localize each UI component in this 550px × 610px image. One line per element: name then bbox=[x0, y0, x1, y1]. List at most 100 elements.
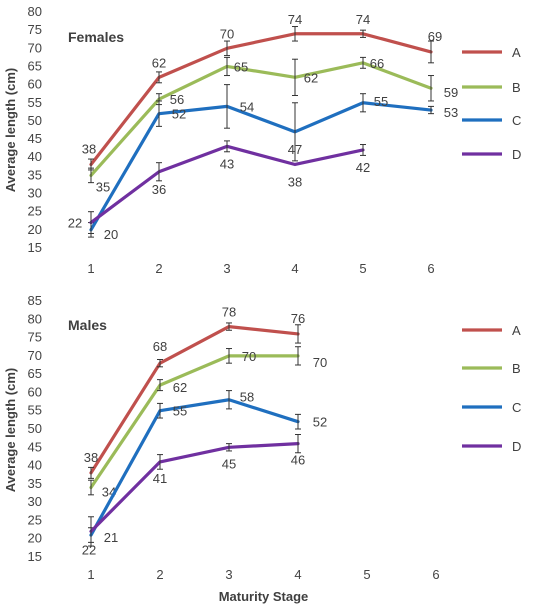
legend-item-c: C bbox=[462, 400, 521, 415]
data-label: 70 bbox=[313, 355, 327, 370]
data-label: 68 bbox=[153, 339, 167, 354]
y-tick-label: 85 bbox=[28, 293, 42, 308]
y-tick-label: 65 bbox=[28, 58, 42, 73]
error-bar bbox=[88, 466, 94, 479]
y-tick-label: 60 bbox=[28, 77, 42, 92]
x-tick-label: 3 bbox=[223, 261, 230, 276]
y-tick-label: 30 bbox=[28, 494, 42, 509]
error-bar bbox=[428, 40, 434, 64]
data-label: 41 bbox=[153, 471, 167, 486]
data-label: 21 bbox=[104, 530, 118, 545]
legend-item-a: A bbox=[462, 45, 521, 60]
error-bar bbox=[226, 390, 232, 410]
panel-title: Males bbox=[68, 317, 107, 333]
error-bar bbox=[226, 322, 232, 331]
error-bar bbox=[292, 58, 298, 97]
y-tick-label: 65 bbox=[28, 366, 42, 381]
legend-label: B bbox=[512, 80, 521, 95]
series-d: 22 36 43 38 42 bbox=[68, 140, 370, 234]
data-label: 74 bbox=[356, 12, 370, 27]
y-tick-label: 55 bbox=[28, 403, 42, 418]
data-label: 52 bbox=[172, 107, 186, 122]
legend-label: B bbox=[512, 361, 521, 376]
data-label: 58 bbox=[240, 390, 254, 405]
error-bar bbox=[156, 71, 162, 84]
data-label: 76 bbox=[291, 311, 305, 326]
legend-item-b: B bbox=[462, 80, 521, 95]
error-bar bbox=[88, 516, 94, 547]
series-line bbox=[89, 61, 433, 177]
error-bar bbox=[295, 433, 301, 454]
series-line bbox=[89, 101, 433, 232]
data-label: 74 bbox=[288, 12, 302, 27]
y-tick-label: 80 bbox=[28, 311, 42, 326]
data-label: 47 bbox=[288, 142, 302, 157]
y-tick-label: 15 bbox=[28, 240, 42, 255]
error-bar bbox=[157, 359, 163, 368]
data-label: 35 bbox=[96, 179, 110, 194]
y-tick-label: 25 bbox=[28, 204, 42, 219]
error-bar bbox=[292, 26, 298, 42]
data-label: 55 bbox=[173, 404, 187, 419]
y-tick-label: 55 bbox=[28, 95, 42, 110]
y-tick-label: 50 bbox=[28, 421, 42, 436]
data-label: 22 bbox=[68, 216, 82, 231]
y-tick-label: 25 bbox=[28, 512, 42, 527]
error-bar bbox=[156, 100, 162, 127]
y-axis-title: Average length (cm) bbox=[3, 68, 18, 193]
series-c: 20 52 54 47 55 53 bbox=[88, 84, 458, 242]
data-label: 70 bbox=[220, 26, 234, 41]
data-label: 43 bbox=[220, 156, 234, 171]
error-bar bbox=[295, 324, 301, 344]
legend-item-d: D bbox=[462, 439, 521, 454]
panel-title: Females bbox=[68, 29, 124, 45]
data-label: 62 bbox=[304, 70, 318, 85]
y-tick-label: 20 bbox=[28, 531, 42, 546]
data-label: 66 bbox=[370, 56, 384, 71]
legend-label: A bbox=[512, 323, 521, 338]
error-bar bbox=[428, 105, 434, 115]
y-tick-label: 75 bbox=[28, 22, 42, 37]
data-label: 20 bbox=[104, 227, 118, 242]
y-tick-label: 35 bbox=[28, 476, 42, 491]
error-bar bbox=[428, 75, 434, 102]
data-label: 62 bbox=[152, 55, 166, 70]
series-line bbox=[89, 398, 300, 537]
x-tick-label: 4 bbox=[294, 567, 301, 582]
x-tick-label: 6 bbox=[427, 261, 434, 276]
data-label: 38 bbox=[288, 174, 302, 189]
y-tick-label: 30 bbox=[28, 186, 42, 201]
error-bar bbox=[224, 140, 230, 153]
error-bar bbox=[226, 443, 232, 452]
y-tick-label: 70 bbox=[28, 40, 42, 55]
y-axis-title: Average length (cm) bbox=[3, 368, 18, 493]
data-label: 54 bbox=[240, 99, 254, 114]
legend-item-c: C bbox=[462, 113, 521, 128]
x-tick-label: 1 bbox=[87, 261, 94, 276]
y-tick-label: 70 bbox=[28, 348, 42, 363]
data-label: 69 bbox=[428, 29, 442, 44]
data-label: 22 bbox=[82, 542, 96, 557]
error-bar bbox=[226, 348, 232, 364]
x-tick-label: 5 bbox=[359, 261, 366, 276]
data-label: 56 bbox=[170, 92, 184, 107]
error-bar bbox=[88, 167, 94, 184]
data-label: 62 bbox=[173, 380, 187, 395]
data-label: 55 bbox=[374, 94, 388, 109]
y-tick-label: 60 bbox=[28, 384, 42, 399]
error-bar bbox=[224, 56, 230, 77]
legend-item-a: A bbox=[462, 323, 521, 338]
legend-label: D bbox=[512, 439, 521, 454]
y-tick-label: 45 bbox=[28, 131, 42, 146]
data-label: 42 bbox=[356, 160, 370, 175]
x-tick-label: 6 bbox=[432, 567, 439, 582]
series-d: 22 41 45 46 bbox=[82, 433, 305, 557]
data-label: 70 bbox=[242, 349, 256, 364]
y-tick-label: 50 bbox=[28, 113, 42, 128]
series-line bbox=[89, 354, 300, 490]
y-tick-label: 80 bbox=[28, 4, 42, 19]
data-label: 45 bbox=[222, 456, 236, 471]
